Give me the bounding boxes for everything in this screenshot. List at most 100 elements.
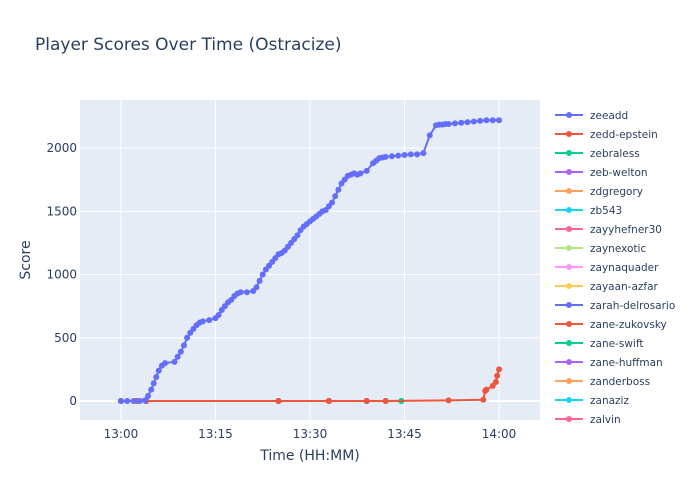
data-point [445, 397, 452, 404]
x-tick-label: 13:15 [198, 427, 233, 441]
data-point [180, 342, 187, 349]
legend-item[interactable]: zayyhefner30 [555, 224, 662, 236]
data-point [141, 397, 148, 404]
data-point [363, 167, 370, 174]
data-point [259, 271, 266, 278]
y-tick-label: 1000 [46, 268, 77, 282]
legend-item[interactable]: zarah-delrosario [555, 300, 675, 312]
legend-swatch-marker [566, 397, 572, 403]
legend-swatch-marker [566, 150, 572, 156]
legend-swatch-marker [566, 226, 572, 232]
data-point [162, 360, 169, 367]
data-point [496, 117, 503, 124]
legend-item[interactable]: zaynaquader [555, 262, 659, 274]
data-point [155, 367, 162, 374]
data-point [451, 120, 458, 127]
data-point [206, 317, 213, 324]
legend-label: zeeadd [590, 110, 628, 122]
data-point [136, 398, 143, 405]
legend-label: zeb-welton [590, 167, 648, 179]
legend-item[interactable]: zanderboss [555, 376, 650, 388]
data-point [496, 366, 503, 373]
data-point [407, 151, 414, 158]
data-point [363, 398, 370, 405]
legend-item[interactable]: zdgregory [555, 186, 643, 198]
legend-label: zaynaquader [590, 262, 659, 274]
legend-label: zaynexotic [590, 243, 646, 255]
data-point [275, 398, 282, 405]
legend-item[interactable]: zeeadd [555, 110, 628, 122]
data-point [253, 284, 260, 291]
data-point [357, 170, 364, 177]
series-layer [117, 117, 503, 405]
legend-label: zebraless [590, 148, 640, 160]
data-point [388, 153, 395, 160]
legend-label: zane-huffman [590, 357, 663, 369]
x-tick-label: 14:00 [482, 427, 517, 441]
legend-label: zalvin [590, 414, 621, 426]
x-tick-label: 13:00 [104, 427, 139, 441]
legend-label: zanaziz [590, 395, 629, 407]
legend-swatch-marker [566, 188, 572, 194]
legend-swatch-marker [566, 321, 572, 327]
legend-label: zayyhefner30 [590, 224, 662, 236]
legend-item[interactable]: zayaan-azfar [555, 281, 659, 293]
y-tick-label: 1500 [46, 204, 77, 218]
data-point [124, 398, 131, 405]
legend-label: zdgregory [590, 186, 643, 198]
legend-swatch-marker [566, 378, 572, 384]
series-zeeadd [117, 117, 503, 405]
data-point [199, 318, 206, 325]
legend-label: zarah-delrosario [590, 300, 675, 312]
data-point [177, 348, 184, 355]
legend-label: zayaan-azfar [590, 281, 659, 293]
legend-label: zane-swift [590, 338, 643, 350]
data-point [458, 119, 465, 126]
data-point [243, 289, 250, 296]
data-point [445, 121, 452, 128]
legend-item[interactable]: zebraless [555, 148, 640, 160]
legend-item[interactable]: zb543 [555, 205, 622, 217]
data-point [395, 152, 402, 159]
data-point [145, 392, 152, 399]
legend-swatch-marker [566, 169, 572, 175]
data-point [215, 312, 222, 319]
data-point [420, 150, 427, 157]
data-point [382, 398, 389, 405]
legend-label: zanderboss [590, 376, 650, 388]
legend-item[interactable]: zane-swift [555, 338, 643, 350]
legend-swatch-marker [566, 245, 572, 251]
legend-item[interactable]: zedd-epstein [555, 129, 658, 141]
legend-item[interactable]: zane-huffman [555, 357, 663, 369]
data-point [483, 386, 490, 393]
data-point [329, 199, 336, 206]
legend[interactable]: zeeadd zedd-epstein zebraless zeb-welton zdg… [555, 110, 675, 426]
legend-item[interactable]: zalvin [555, 414, 621, 426]
legend-item[interactable]: zanaziz [555, 395, 629, 407]
data-point [174, 353, 181, 360]
x-axis-title: Time (HH:MM) [259, 448, 360, 464]
tick-layer: 13:00 13:15 13:30 13:45 14:00 0 500 1000 1500 200… [46, 141, 516, 441]
data-point [483, 117, 490, 124]
data-point [332, 193, 339, 200]
legend-swatch-marker [566, 416, 572, 422]
legend-item[interactable]: zeb-welton [555, 167, 648, 179]
legend-label: zedd-epstein [590, 129, 658, 141]
data-point [494, 372, 501, 379]
x-tick-label: 13:45 [387, 427, 422, 441]
data-point [477, 117, 484, 124]
x-tick-label: 13:30 [293, 427, 328, 441]
data-point [401, 152, 408, 159]
data-point [470, 118, 477, 125]
y-tick-label: 0 [69, 394, 77, 408]
data-point [256, 277, 263, 284]
y-axis-title: Score [18, 240, 34, 279]
data-point [489, 117, 496, 124]
data-point [130, 398, 137, 405]
legend-item[interactable]: zane-zukovsky [555, 319, 667, 331]
data-point [153, 373, 160, 380]
data-point [294, 232, 301, 239]
legend-item[interactable]: zaynexotic [555, 243, 646, 255]
data-point [117, 398, 124, 405]
data-point [335, 186, 342, 193]
